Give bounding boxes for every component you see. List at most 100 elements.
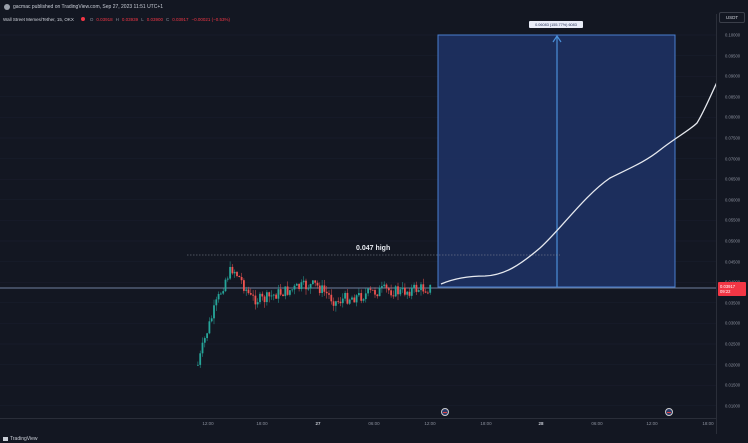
candle-body — [210, 318, 213, 322]
candle-body — [337, 301, 340, 303]
projection-arrow-head — [552, 34, 562, 43]
candle-body — [417, 290, 420, 292]
price-axis-label: 0.08000 — [725, 114, 741, 120]
status-dot-icon — [80, 17, 85, 21]
time-axis-label: 06:00 — [368, 421, 380, 426]
price-axis-label: 0.06500 — [725, 176, 741, 182]
candle-body — [312, 280, 314, 285]
candle-body — [323, 285, 326, 292]
price-axis-label: 0.06000 — [725, 197, 741, 203]
time-axis-label: 18:00 — [256, 421, 268, 426]
high-value: 0.03939 — [121, 16, 139, 22]
candle-body — [229, 266, 231, 279]
time-axis-label: 27 — [315, 421, 321, 426]
candle-body — [335, 301, 337, 306]
candle-body — [298, 283, 300, 290]
candle-body — [321, 285, 323, 293]
candle-body — [378, 287, 381, 297]
candle-body — [220, 293, 222, 295]
candle-body — [316, 282, 319, 286]
candle-body — [390, 290, 392, 296]
candle-body — [385, 284, 388, 289]
time-axis-label: 12:00 — [424, 421, 436, 426]
candle-body — [215, 299, 218, 306]
candle-body — [275, 294, 277, 299]
candle-body — [344, 292, 346, 299]
candle-body — [208, 321, 211, 334]
candle-body — [328, 293, 330, 295]
candle-body — [268, 292, 271, 297]
candle-body — [332, 301, 335, 306]
candle-body — [231, 266, 234, 274]
candle-body — [284, 286, 287, 297]
candle-body — [222, 291, 225, 294]
chart-plot-area[interactable] — [0, 22, 716, 434]
candle-body — [364, 293, 367, 300]
candle-body — [341, 298, 344, 304]
publisher-bar: gacmac published on TradingView.com, Sep… — [0, 0, 748, 14]
time-axis-label: 28 — [538, 421, 544, 426]
candle-body — [295, 283, 298, 286]
candle-body — [291, 289, 294, 291]
price-axis-label: 0.02500 — [725, 341, 741, 347]
candle-body — [289, 290, 291, 295]
us-flag-event-icon[interactable] — [665, 408, 673, 416]
candle-body — [422, 284, 425, 292]
candle-body — [266, 292, 268, 303]
countdown-value: 09:22 — [720, 289, 731, 294]
candle-body — [314, 280, 317, 283]
candle-body — [277, 289, 280, 299]
candle-body — [252, 294, 254, 296]
time-axis-label: 12:00 — [646, 421, 658, 426]
time-axis[interactable] — [0, 418, 716, 435]
candle-body — [302, 280, 305, 283]
price-axis[interactable] — [716, 14, 748, 434]
open-value: 0.03918 — [96, 16, 113, 22]
time-axis-label: 18:00 — [480, 421, 492, 426]
candle-body — [300, 282, 303, 290]
candle-body — [355, 295, 358, 303]
candle-body — [213, 305, 215, 319]
price-axis-label: 0.03500 — [725, 300, 741, 306]
candle-body — [249, 293, 252, 295]
candle-body — [408, 291, 411, 296]
candle-body — [238, 275, 241, 278]
open-key: O — [89, 16, 94, 22]
candle-body — [282, 294, 284, 297]
price-axis-label: 0.01500 — [725, 382, 741, 388]
tradingview-logo-icon — [3, 436, 8, 441]
measure-label[interactable]: 0.06083 (155.77%) 6083 — [529, 21, 583, 28]
price-axis-label: 0.05000 — [725, 238, 741, 244]
price-axis-label: 0.01000 — [725, 403, 741, 409]
high-annotation[interactable]: 0.047 high — [356, 245, 391, 252]
time-axis-label: 06:00 — [591, 421, 603, 426]
candle-body — [286, 286, 289, 295]
candle-body — [279, 289, 282, 295]
candle-body — [383, 284, 386, 287]
candle-body — [233, 271, 236, 274]
candle-body — [394, 286, 397, 297]
candle-body — [392, 295, 395, 297]
currency-button[interactable]: USDT — [719, 12, 745, 23]
candle-body — [358, 293, 360, 296]
candle-body — [261, 293, 264, 297]
candle-body — [427, 292, 429, 294]
low-value: 0.03900 — [146, 16, 163, 22]
close-key: C — [166, 16, 170, 22]
candle-body — [351, 297, 353, 300]
price-axis-label: 0.09000 — [725, 73, 741, 79]
current-price-tag: 0.03917 09:22 — [718, 282, 746, 296]
candle-body — [346, 292, 349, 304]
candle-body — [374, 290, 376, 295]
candle-body — [397, 286, 399, 295]
candle-body — [406, 291, 409, 295]
publisher-text: gacmac published on TradingView.com, Sep… — [13, 4, 164, 10]
price-axis-label: 0.08500 — [725, 94, 741, 100]
candle-body — [376, 294, 379, 297]
symbol-name[interactable]: Wall Street Memes/Tether, 15, OKX — [3, 16, 74, 22]
candle-body — [413, 284, 415, 288]
price-axis-label: 0.07500 — [725, 135, 741, 141]
candle-body — [420, 284, 422, 291]
footer-brand[interactable]: TradingView — [10, 435, 38, 442]
us-flag-event-icon[interactable] — [441, 408, 449, 416]
